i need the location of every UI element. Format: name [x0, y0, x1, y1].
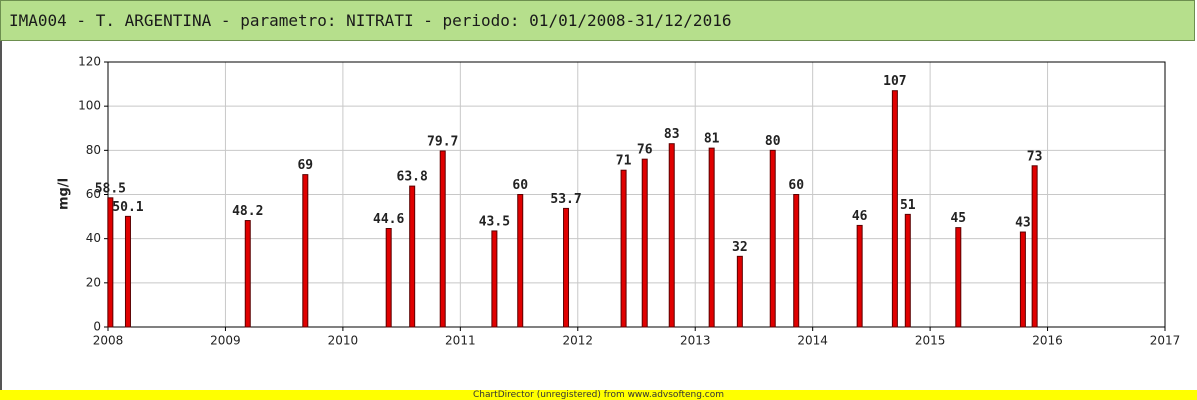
- x-tick-label: 2012: [563, 334, 594, 348]
- y-axis-label: mg/l: [57, 178, 72, 210]
- bar: [1019, 231, 1026, 328]
- bar: [641, 158, 648, 328]
- bar: [668, 143, 675, 328]
- data-label: 81: [704, 132, 720, 147]
- bar: [244, 220, 251, 328]
- bar: [385, 228, 392, 328]
- data-label: 58.5: [95, 181, 126, 196]
- bar: [856, 224, 863, 328]
- bar: [955, 227, 962, 328]
- data-label: 69: [297, 158, 313, 173]
- x-tick-label: 2008: [93, 334, 124, 348]
- bar: [1031, 165, 1038, 328]
- footer: ChartDirector (unregistered) from www.ad…: [0, 390, 1197, 400]
- data-label: 80: [765, 134, 781, 149]
- x-tick-label: 2009: [210, 334, 241, 348]
- bar: [891, 90, 898, 328]
- data-label: 60: [788, 178, 804, 193]
- bar: [107, 197, 114, 328]
- data-label: 76: [637, 143, 653, 158]
- data-label: 79.7: [427, 134, 458, 149]
- data-label: 73: [1027, 149, 1043, 164]
- bar: [708, 147, 715, 328]
- bar: [563, 207, 570, 328]
- y-tick-label: 60: [86, 187, 101, 201]
- data-label: 46: [852, 209, 868, 224]
- bar: [302, 174, 309, 328]
- bar: [491, 230, 498, 328]
- y-tick-label: 100: [78, 99, 101, 113]
- chart: mg/l 0 20 40 60 80 100 120 2008 2009 2010 2011 2012…: [0, 41, 1181, 390]
- data-label: 45: [950, 211, 966, 226]
- bar: [736, 255, 743, 328]
- bar: [439, 150, 446, 328]
- chart-title: IMA004 - T. ARGENTINA - parametro: NITRA…: [0, 0, 1195, 41]
- y-tick-label: 120: [78, 55, 101, 69]
- y-tick-label: 80: [86, 143, 101, 157]
- bar: [904, 213, 911, 328]
- data-label: 50.1: [112, 200, 143, 215]
- x-tick-label: 2016: [1032, 334, 1063, 348]
- bar: [769, 149, 776, 328]
- bar: [793, 194, 800, 328]
- bar: [124, 215, 131, 328]
- data-label: 51: [900, 198, 916, 213]
- x-tick-label: 2015: [915, 334, 946, 348]
- data-label: 43.5: [479, 214, 510, 229]
- bar: [517, 194, 524, 328]
- plot-border: [107, 61, 1166, 328]
- data-label: 43: [1015, 216, 1031, 231]
- data-label: 53.7: [550, 192, 581, 207]
- bar: [620, 169, 627, 328]
- data-label: 44.6: [373, 212, 404, 227]
- bar: [409, 185, 416, 328]
- x-tick-label: 2013: [680, 334, 711, 348]
- y-tick-label: 40: [86, 231, 101, 245]
- x-tick-label: 2011: [445, 334, 476, 348]
- x-tick-label: 2014: [797, 334, 828, 348]
- data-label: 32: [732, 240, 748, 255]
- data-label: 60: [512, 178, 528, 193]
- data-label: 71: [616, 154, 632, 169]
- data-label: 83: [664, 127, 680, 142]
- data-label: 48.2: [232, 204, 263, 219]
- x-tick-label: 2017: [1150, 334, 1181, 348]
- data-label: 63.8: [397, 170, 428, 185]
- data-label: 107: [883, 74, 906, 89]
- y-tick-label: 20: [86, 275, 101, 289]
- x-tick-label: 2010: [328, 334, 359, 348]
- y-tick-label: 0: [93, 320, 101, 334]
